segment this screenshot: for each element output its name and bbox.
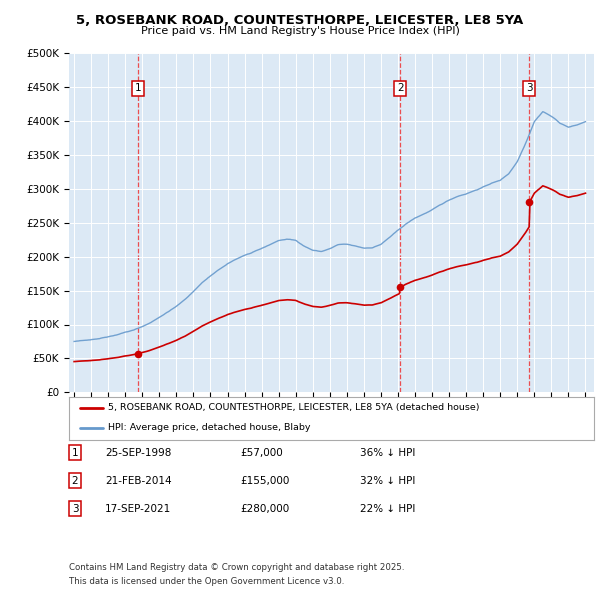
Text: HPI: Average price, detached house, Blaby: HPI: Average price, detached house, Blab… — [109, 423, 311, 432]
Text: 21-FEB-2014: 21-FEB-2014 — [105, 476, 172, 486]
Text: £57,000: £57,000 — [240, 448, 283, 457]
Text: 3: 3 — [71, 504, 79, 513]
Text: 25-SEP-1998: 25-SEP-1998 — [105, 448, 172, 457]
Text: £155,000: £155,000 — [240, 476, 289, 486]
Text: Price paid vs. HM Land Registry's House Price Index (HPI): Price paid vs. HM Land Registry's House … — [140, 26, 460, 35]
Text: Contains HM Land Registry data © Crown copyright and database right 2025.
This d: Contains HM Land Registry data © Crown c… — [69, 563, 404, 586]
Text: 5, ROSEBANK ROAD, COUNTESTHORPE, LEICESTER, LE8 5YA (detached house): 5, ROSEBANK ROAD, COUNTESTHORPE, LEICEST… — [109, 403, 480, 412]
Text: 17-SEP-2021: 17-SEP-2021 — [105, 504, 171, 513]
Text: 2: 2 — [71, 476, 79, 486]
Text: 1: 1 — [134, 83, 141, 93]
Text: 36% ↓ HPI: 36% ↓ HPI — [360, 448, 415, 457]
Text: 3: 3 — [526, 83, 533, 93]
Text: 32% ↓ HPI: 32% ↓ HPI — [360, 476, 415, 486]
Text: 1: 1 — [71, 448, 79, 457]
Text: 5, ROSEBANK ROAD, COUNTESTHORPE, LEICESTER, LE8 5YA: 5, ROSEBANK ROAD, COUNTESTHORPE, LEICEST… — [76, 14, 524, 27]
Text: £280,000: £280,000 — [240, 504, 289, 513]
Text: 2: 2 — [397, 83, 404, 93]
Text: 22% ↓ HPI: 22% ↓ HPI — [360, 504, 415, 513]
